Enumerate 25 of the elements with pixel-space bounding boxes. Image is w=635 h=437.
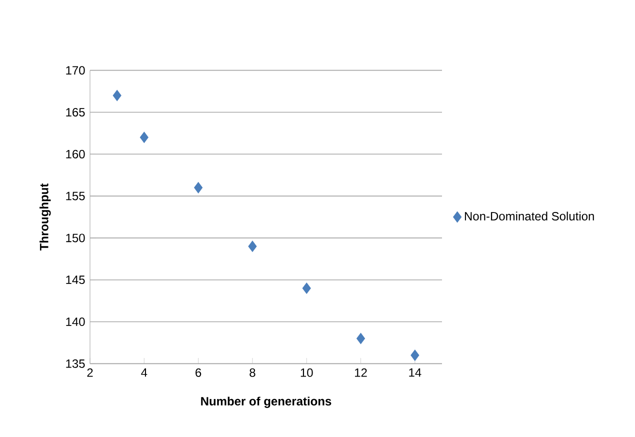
x-tick-label: 12 xyxy=(355,368,367,377)
point xyxy=(410,350,420,361)
point xyxy=(194,182,203,194)
y-tick-label: 135 xyxy=(66,359,85,368)
x-tick-label: 8 xyxy=(250,368,256,377)
point xyxy=(140,132,148,143)
x-tick-label: 14 xyxy=(409,368,422,377)
y-tick-label: 155 xyxy=(66,192,85,200)
y-tick-label: 150 xyxy=(66,234,85,242)
point xyxy=(356,332,366,344)
point xyxy=(302,282,311,294)
x-tick-label: 6 xyxy=(196,368,202,377)
y-tick-label: 160 xyxy=(66,150,85,158)
y-tick-label: 165 xyxy=(66,108,85,116)
point xyxy=(248,240,257,252)
y-tick-label: 140 xyxy=(66,318,85,326)
x-tick-label: 2 xyxy=(87,368,93,377)
point xyxy=(112,90,122,102)
x-tick-label: 10 xyxy=(300,368,313,377)
x-tick-label: 4 xyxy=(141,368,148,377)
legend-label: Non-Dominated Solution xyxy=(464,212,594,220)
y-tick-label: 170 xyxy=(66,66,85,75)
y-axis-title: Throughput xyxy=(40,183,51,251)
y-tick-label: 145 xyxy=(66,276,85,284)
x-axis-title: Number of generations xyxy=(201,396,332,408)
